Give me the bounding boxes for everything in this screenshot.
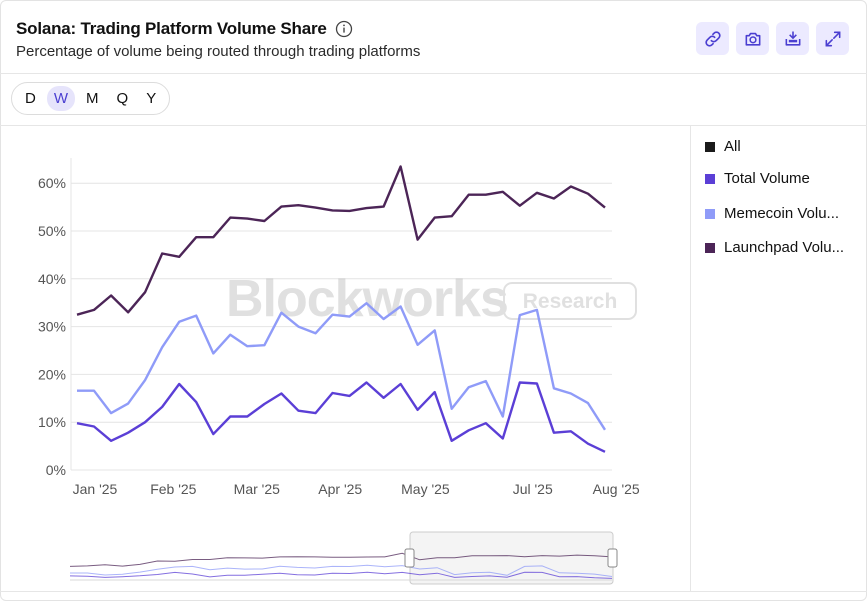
y-tick-label: 60%: [38, 175, 66, 191]
timeframe-row: D W M Q Y: [0, 74, 867, 126]
timeframe-d[interactable]: D: [25, 90, 36, 107]
download-icon: [785, 31, 800, 46]
y-tick-label: 30%: [38, 319, 66, 335]
timeframe-q[interactable]: Q: [116, 90, 129, 107]
chart-header: Solana: Trading Platform Volume Share Pe…: [0, 0, 867, 74]
legend-label: Memecoin Volu...: [724, 205, 840, 222]
watermark-tag-box: [503, 282, 637, 320]
legend-item-all[interactable]: All: [705, 138, 865, 155]
navigator-series-line: [69, 552, 613, 567]
legend-label: All: [724, 138, 741, 155]
legend-swatch: [705, 141, 715, 152]
download-button[interactable]: [776, 22, 809, 55]
chart-title: Solana: Trading Platform Volume Share: [16, 19, 327, 38]
toolbar: [696, 22, 849, 55]
y-tick-label: 50%: [38, 223, 66, 239]
watermark-tag: Research: [523, 290, 618, 313]
chart-plot[interactable]: Blockworks Research 0% 10% 20% 30% 40% 50% 60%…: [0, 126, 690, 591]
legend-item-total-volume[interactable]: Total Volume: [705, 170, 865, 187]
series-line[interactable]: [77, 301, 607, 431]
camera-icon: [745, 32, 760, 46]
link-icon: [704, 30, 721, 47]
navigator-handle-right[interactable]: [607, 548, 618, 568]
navigator-series-line: [70, 564, 613, 577]
y-tick-label: 10%: [38, 414, 66, 430]
x-tick-label: Mar '25: [234, 481, 280, 497]
copy-link-button[interactable]: [696, 22, 729, 55]
x-tick-label: Jan '25: [73, 481, 118, 497]
title-row: Solana: Trading Platform Volume Share: [16, 19, 353, 39]
x-tick-label: Feb '25: [150, 481, 196, 497]
legend-item-launchpad-volume[interactable]: Launchpad Volu...: [705, 239, 865, 256]
series-line[interactable]: [76, 381, 606, 453]
x-tick-label: Aug '25: [593, 481, 640, 497]
bottom-divider: [0, 591, 867, 592]
info-icon[interactable]: [335, 20, 353, 38]
y-tick-label: 40%: [38, 271, 66, 287]
series-line[interactable]: [76, 165, 606, 316]
legend-swatch: [705, 208, 715, 219]
expand-button[interactable]: [816, 22, 849, 55]
legend-item-memecoin-volume[interactable]: Memecoin Volu...: [705, 205, 865, 222]
legend: All Total Volume Memecoin Volu... Launch…: [690, 126, 867, 592]
timeframe-m[interactable]: M: [86, 90, 99, 107]
navigator-series-line: [69, 571, 613, 579]
navigator-handle-left[interactable]: [404, 548, 415, 568]
chart-subtitle: Percentage of volume being routed throug…: [16, 43, 421, 60]
x-tick-label: Jul '25: [513, 481, 553, 497]
y-tick-label: 0%: [46, 462, 66, 478]
legend-label: Launchpad Volu...: [724, 239, 845, 256]
timeframe-w[interactable]: W: [46, 86, 76, 111]
expand-icon: [825, 31, 840, 46]
x-tick-label: May '25: [401, 481, 450, 497]
timeframe-y[interactable]: Y: [146, 90, 157, 107]
y-tick-label: 20%: [38, 366, 66, 382]
timeframe-selector: D W M Q Y: [11, 82, 171, 115]
x-tick-label: Apr '25: [318, 481, 362, 497]
watermark-brand: Blockworks: [226, 270, 508, 328]
legend-label: Total Volume: [724, 170, 810, 187]
legend-swatch: [705, 173, 715, 184]
screenshot-button[interactable]: [736, 22, 769, 55]
legend-swatch: [705, 242, 715, 253]
